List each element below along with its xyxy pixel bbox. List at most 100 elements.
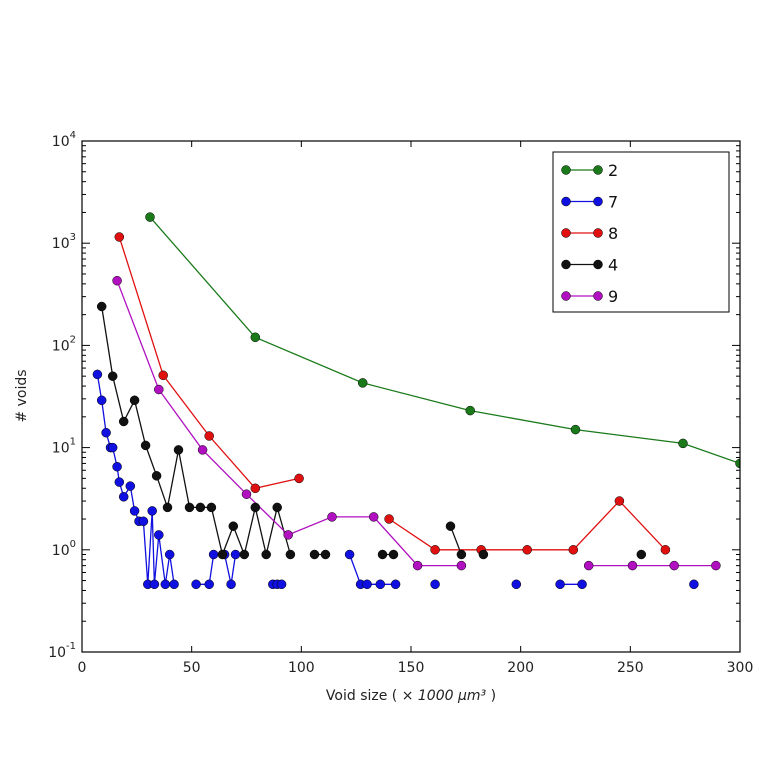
data-point-9 bbox=[711, 560, 721, 571]
x-tick-label: 200 bbox=[507, 660, 534, 676]
x-tick-label: 100 bbox=[288, 660, 315, 676]
data-point-8 bbox=[250, 483, 261, 494]
data-point-4 bbox=[184, 502, 195, 513]
data-point-4 bbox=[129, 395, 140, 406]
legend-label-7: 7 bbox=[608, 193, 618, 212]
data-point-7 bbox=[154, 530, 164, 540]
legend-marker-2 bbox=[561, 165, 571, 175]
data-point-8 bbox=[294, 473, 304, 484]
y-tick-label: 101 bbox=[52, 437, 76, 457]
data-point-4 bbox=[206, 502, 217, 513]
data-point-9 bbox=[583, 560, 594, 571]
data-point-4 bbox=[151, 471, 162, 481]
axis-ticks: 0 50 100 150 200 250 300 10-1 100 101 102 103 104 bbox=[48, 130, 753, 676]
data-point-4 bbox=[285, 549, 296, 560]
data-point-4 bbox=[445, 521, 456, 531]
legend-marker-8 bbox=[561, 228, 571, 238]
data-point-9 bbox=[412, 560, 423, 571]
data-point-7 bbox=[138, 516, 149, 527]
y-tick-label: 103 bbox=[52, 232, 76, 252]
data-point-4 bbox=[96, 301, 107, 312]
legend-marker-7 bbox=[561, 196, 571, 207]
data-point-7 bbox=[147, 506, 157, 516]
legend-label-8: 8 bbox=[608, 224, 618, 243]
data-point-7 bbox=[96, 395, 107, 406]
data-point-7 bbox=[114, 477, 125, 487]
data-point-2 bbox=[735, 458, 740, 469]
data-point-8 bbox=[430, 545, 440, 555]
data-point-4 bbox=[388, 549, 399, 560]
legend-marker-7 bbox=[593, 196, 603, 207]
data-point-4 bbox=[261, 549, 271, 560]
data-point-4 bbox=[636, 549, 647, 560]
data-point-7 bbox=[362, 579, 372, 590]
legend-marker-9 bbox=[593, 291, 603, 301]
x-tick-label: 150 bbox=[398, 660, 425, 676]
data-point-8 bbox=[614, 496, 625, 506]
data-point-7 bbox=[226, 579, 236, 590]
x-axis-label: Void size ( × 1000 μm³ ) bbox=[326, 688, 496, 704]
data-point-2 bbox=[678, 438, 688, 449]
data-point-7 bbox=[101, 427, 111, 438]
data-point-2 bbox=[145, 212, 155, 222]
data-point-4 bbox=[456, 549, 467, 560]
data-point-7 bbox=[555, 579, 565, 590]
legend-marker-9 bbox=[561, 291, 571, 301]
data-point-7 bbox=[230, 549, 241, 560]
series-line-4 bbox=[449, 525, 463, 555]
y-axis-label: # voids bbox=[14, 369, 30, 422]
data-point-7 bbox=[375, 579, 386, 590]
data-point-4 bbox=[478, 549, 489, 560]
plot-frame bbox=[81, 140, 741, 653]
series-points bbox=[92, 212, 740, 590]
data-point-4 bbox=[173, 445, 184, 455]
y-tick-label: 10-1 bbox=[48, 641, 76, 661]
legend-label-9: 9 bbox=[608, 287, 618, 306]
data-point-9 bbox=[197, 445, 208, 455]
x-tick-label: 300 bbox=[727, 660, 754, 676]
data-point-7 bbox=[149, 579, 160, 590]
data-point-7 bbox=[129, 506, 140, 516]
data-point-8 bbox=[384, 514, 394, 524]
data-point-2 bbox=[465, 405, 475, 416]
data-point-7 bbox=[125, 481, 136, 491]
data-point-9 bbox=[669, 560, 679, 571]
legend-box bbox=[552, 151, 730, 313]
data-point-4 bbox=[118, 416, 129, 427]
data-point-9 bbox=[241, 489, 252, 499]
data-point-4 bbox=[228, 521, 239, 531]
data-point-8 bbox=[114, 232, 125, 242]
data-point-8 bbox=[568, 545, 579, 555]
data-point-9 bbox=[154, 384, 164, 395]
legend-label-4: 4 bbox=[608, 256, 618, 275]
legend-label-2: 2 bbox=[608, 161, 618, 180]
data-point-2 bbox=[570, 424, 581, 435]
data-point-8 bbox=[522, 545, 532, 555]
legend-marker-4 bbox=[561, 259, 571, 270]
data-point-7 bbox=[577, 579, 587, 590]
legend-marker-4 bbox=[593, 259, 603, 270]
data-point-4 bbox=[107, 371, 118, 381]
data-point-4 bbox=[140, 440, 151, 451]
data-point-4 bbox=[239, 549, 250, 560]
x-tick-label: 250 bbox=[617, 660, 644, 676]
data-point-7 bbox=[689, 579, 699, 590]
data-point-7 bbox=[511, 579, 522, 590]
legend-marker-2 bbox=[593, 165, 603, 175]
data-point-9 bbox=[627, 560, 638, 571]
data-point-9 bbox=[327, 512, 337, 522]
data-point-7 bbox=[191, 579, 201, 590]
data-point-9 bbox=[283, 530, 293, 540]
data-point-4 bbox=[377, 549, 388, 560]
data-point-7 bbox=[204, 579, 214, 590]
y-tick-label: 104 bbox=[52, 130, 76, 150]
data-point-7 bbox=[92, 369, 103, 380]
data-point-7 bbox=[208, 549, 219, 560]
data-point-4 bbox=[272, 502, 282, 513]
data-point-7 bbox=[118, 492, 129, 502]
data-point-4 bbox=[320, 549, 331, 560]
data-point-9 bbox=[456, 560, 467, 571]
x-tick-label: 0 bbox=[78, 660, 87, 676]
data-point-2 bbox=[357, 378, 368, 388]
